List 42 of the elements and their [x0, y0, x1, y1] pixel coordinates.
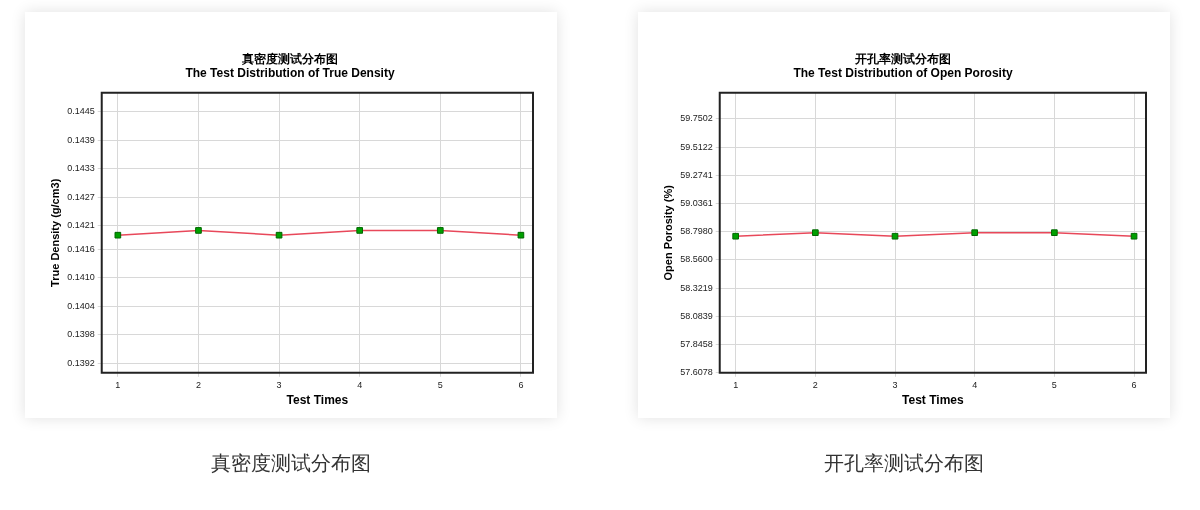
y-axis-title: Open Porosity (%)	[661, 184, 674, 281]
x-tick-label: 3	[892, 379, 898, 390]
y-tick-label: 59.7502	[680, 113, 713, 124]
chart-subtitle: The Test Distribution of True Density	[185, 65, 395, 80]
x-tick-label: 1	[115, 379, 121, 390]
y-tick-label: 0.1404	[67, 300, 95, 311]
y-tick-label: 58.5600	[680, 254, 713, 265]
x-tick-label: 4	[972, 379, 978, 390]
y-tick-label: 57.8458	[680, 339, 713, 350]
text: 开孔率测试分布图	[823, 450, 985, 477]
y-tick-label: 58.0839	[680, 310, 713, 321]
y-tick-label: 58.3219	[680, 282, 713, 293]
y-axis-title: True Density (g/cm3)	[48, 178, 61, 287]
y-tick-label: 58.7980	[680, 226, 713, 237]
x-tick-label: 5	[1051, 379, 1057, 390]
y-tick-label: 0.1439	[67, 134, 95, 145]
y-tick-label: 0.1416	[67, 243, 95, 254]
x-tick-label: 3	[276, 379, 282, 390]
text: 真密度测试分布图	[210, 450, 372, 477]
x-tick-label: 6	[518, 379, 524, 390]
chart-title: 真密度测试分布图	[241, 51, 338, 66]
x-tick-label: 4	[357, 379, 363, 390]
y-tick-label: 59.0361	[680, 197, 713, 208]
chart-subtitle: The Test Distribution of Open Porosity	[793, 65, 1013, 80]
y-tick-label: 0.1392	[67, 357, 95, 368]
x-axis-title: Test Times	[286, 393, 349, 408]
y-tick-label: 0.1421	[67, 220, 95, 231]
x-tick-label: 2	[812, 379, 818, 390]
y-tick-label: 59.2741	[680, 169, 713, 180]
y-tick-label: 57.6078	[680, 367, 713, 378]
x-tick-label: 2	[195, 379, 201, 390]
x-axis-title: Test Times	[902, 393, 964, 408]
chart-title: 开孔率测试分布图	[854, 51, 951, 66]
x-tick-label: 5	[437, 379, 443, 390]
x-tick-label: 1	[733, 379, 739, 390]
y-tick-label: 0.1427	[67, 191, 95, 202]
y-tick-label: 0.1433	[67, 163, 95, 174]
x-tick-label: 6	[1131, 379, 1137, 390]
y-tick-label: 0.1398	[67, 329, 95, 340]
y-tick-label: 59.5122	[680, 141, 713, 152]
y-tick-label: 0.1410	[67, 272, 95, 283]
y-tick-label: 0.1445	[67, 106, 95, 117]
